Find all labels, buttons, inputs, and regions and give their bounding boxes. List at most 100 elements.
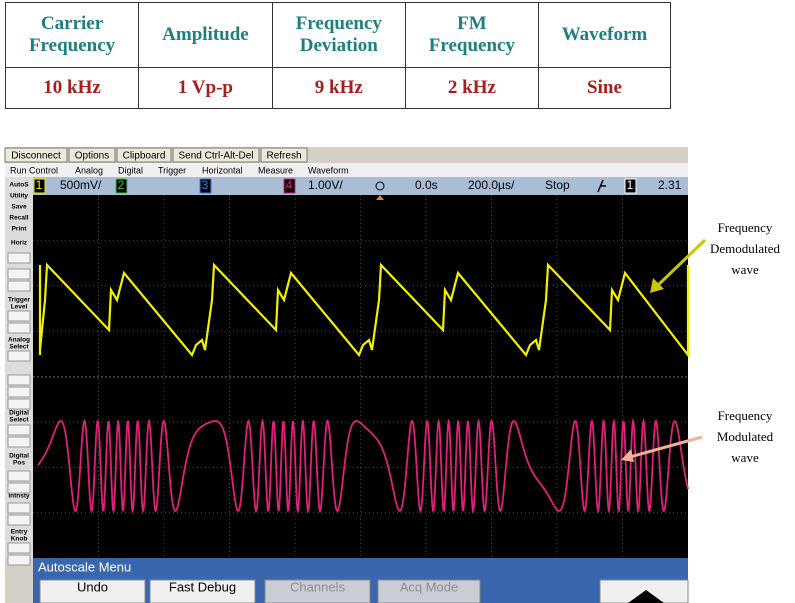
side-button[interactable] xyxy=(7,424,31,436)
softkey-button[interactable] xyxy=(39,579,146,603)
arrow-head xyxy=(621,449,634,462)
side-button[interactable] xyxy=(7,502,31,514)
header-text: Frequency xyxy=(28,35,116,56)
header-cell: Carrier Frequency xyxy=(4,2,140,68)
menu-item[interactable]: Measure xyxy=(258,165,293,175)
menu-item[interactable]: Horizontal xyxy=(202,165,243,175)
status-text: 2.31 xyxy=(658,178,682,192)
toolbar-label: Refresh xyxy=(266,151,301,162)
channel-box xyxy=(115,178,128,194)
annotation: Frequency xyxy=(718,408,773,423)
side-button[interactable] xyxy=(7,514,31,526)
channel-number: 2 xyxy=(118,178,125,192)
header-text: Deviation xyxy=(299,35,378,56)
side-button[interactable] xyxy=(7,252,31,264)
side-label: Entry xyxy=(11,529,28,536)
header-text: FM xyxy=(457,13,487,34)
menu-bar xyxy=(5,163,688,177)
side-label: Analog xyxy=(8,337,30,344)
toolbar-label: Send Ctrl-Alt-Del xyxy=(178,151,253,162)
modulated-trace xyxy=(37,417,689,515)
channel-box xyxy=(624,178,637,194)
softkey-button[interactable] xyxy=(264,579,371,603)
channel-box xyxy=(33,178,46,194)
softkey-button[interactable] xyxy=(149,579,256,603)
header-row: Carrier Frequency Amplitude Frequency Deviat… xyxy=(4,2,672,68)
value-row: 10 kHz 1 Vp-p 9 kHz 2 kHz Sine xyxy=(4,67,672,109)
side-label: Pos xyxy=(13,460,25,467)
side-button[interactable] xyxy=(7,398,31,410)
toolbar-label: Clipboard xyxy=(123,151,166,162)
trigger-icon xyxy=(597,179,606,193)
side-label: Level xyxy=(11,304,28,311)
parameter-table: Carrier Frequency Amplitude Frequency Deviat… xyxy=(4,2,672,109)
annotation-arrow xyxy=(654,238,707,289)
side-button[interactable] xyxy=(7,374,31,386)
demodulated-trace xyxy=(38,262,690,359)
softkey-title: Autoscale Menu xyxy=(38,559,131,574)
side-label: Digital xyxy=(9,410,29,417)
menu-item[interactable]: Digital xyxy=(118,165,143,175)
toolbar-button[interactable] xyxy=(260,147,308,163)
status-bar xyxy=(33,177,688,195)
value-cell: 1 Vp-p xyxy=(138,67,273,109)
side-label: Select xyxy=(9,344,29,351)
side-button[interactable] xyxy=(7,268,31,280)
menu-item[interactable]: Trigger xyxy=(158,165,186,175)
side-label: Horiz xyxy=(11,240,28,247)
side-label: Intnsty xyxy=(8,493,30,500)
side-label: AutoS xyxy=(9,182,29,189)
side-button[interactable] xyxy=(7,350,31,362)
toolbar-button[interactable] xyxy=(68,147,116,163)
annotation: Modulated xyxy=(717,429,774,444)
header-cell: Frequency Deviation xyxy=(271,2,406,68)
header-cell: Amplitude xyxy=(138,2,273,68)
side-label: Recall xyxy=(9,215,28,222)
annotation: Frequency xyxy=(718,220,773,235)
side-button[interactable] xyxy=(7,322,31,334)
softkey-label: Undo xyxy=(77,579,108,594)
softkey-button[interactable] xyxy=(377,579,481,603)
header-cell: FM Frequency xyxy=(404,2,539,68)
header-text: Waveform xyxy=(561,24,648,45)
side-label: Select xyxy=(9,417,29,424)
menu-item[interactable]: Run Control xyxy=(10,165,58,175)
menu-item[interactable]: Analog xyxy=(75,165,103,175)
side-label: Digital xyxy=(9,453,29,460)
value-cell: Sine xyxy=(537,67,672,109)
side-button[interactable] xyxy=(7,554,31,566)
side-label: Knob xyxy=(11,536,28,543)
annotation: Demodulated xyxy=(710,241,781,256)
value-cell: 10 kHz xyxy=(4,67,140,109)
annotation-arrow xyxy=(629,435,703,459)
side-button[interactable] xyxy=(7,542,31,554)
toolbar-button[interactable] xyxy=(116,147,172,163)
side-button[interactable] xyxy=(7,386,31,398)
sun-icon xyxy=(375,181,385,191)
status-text: 1.00V/ xyxy=(308,178,343,192)
side-panel xyxy=(5,177,33,558)
toolbar-button[interactable] xyxy=(172,147,260,163)
side-button[interactable] xyxy=(7,310,31,322)
header-text: Carrier xyxy=(40,13,104,34)
status-text: 0.0s xyxy=(415,178,438,192)
header-cell: Waveform xyxy=(537,2,672,68)
side-button[interactable] xyxy=(7,436,31,448)
menu-item[interactable]: Waveform xyxy=(308,165,349,175)
side-button[interactable] xyxy=(7,470,31,482)
channel-number: 3 xyxy=(202,178,209,192)
side-button[interactable] xyxy=(7,482,31,494)
softkey-label: Channels xyxy=(290,579,345,594)
toolbar-label: Disconnect xyxy=(11,151,61,162)
value-cell: 2 kHz xyxy=(404,67,539,109)
side-button[interactable] xyxy=(7,280,31,292)
side-label: Utility xyxy=(10,193,28,200)
channel-box xyxy=(283,178,296,194)
channel-number: 1 xyxy=(36,178,43,192)
side-label: Save xyxy=(11,204,27,211)
header-text: Frequency xyxy=(428,35,515,56)
status-text: 200.0µs/ xyxy=(468,178,515,192)
toolbar-button[interactable] xyxy=(4,147,68,163)
